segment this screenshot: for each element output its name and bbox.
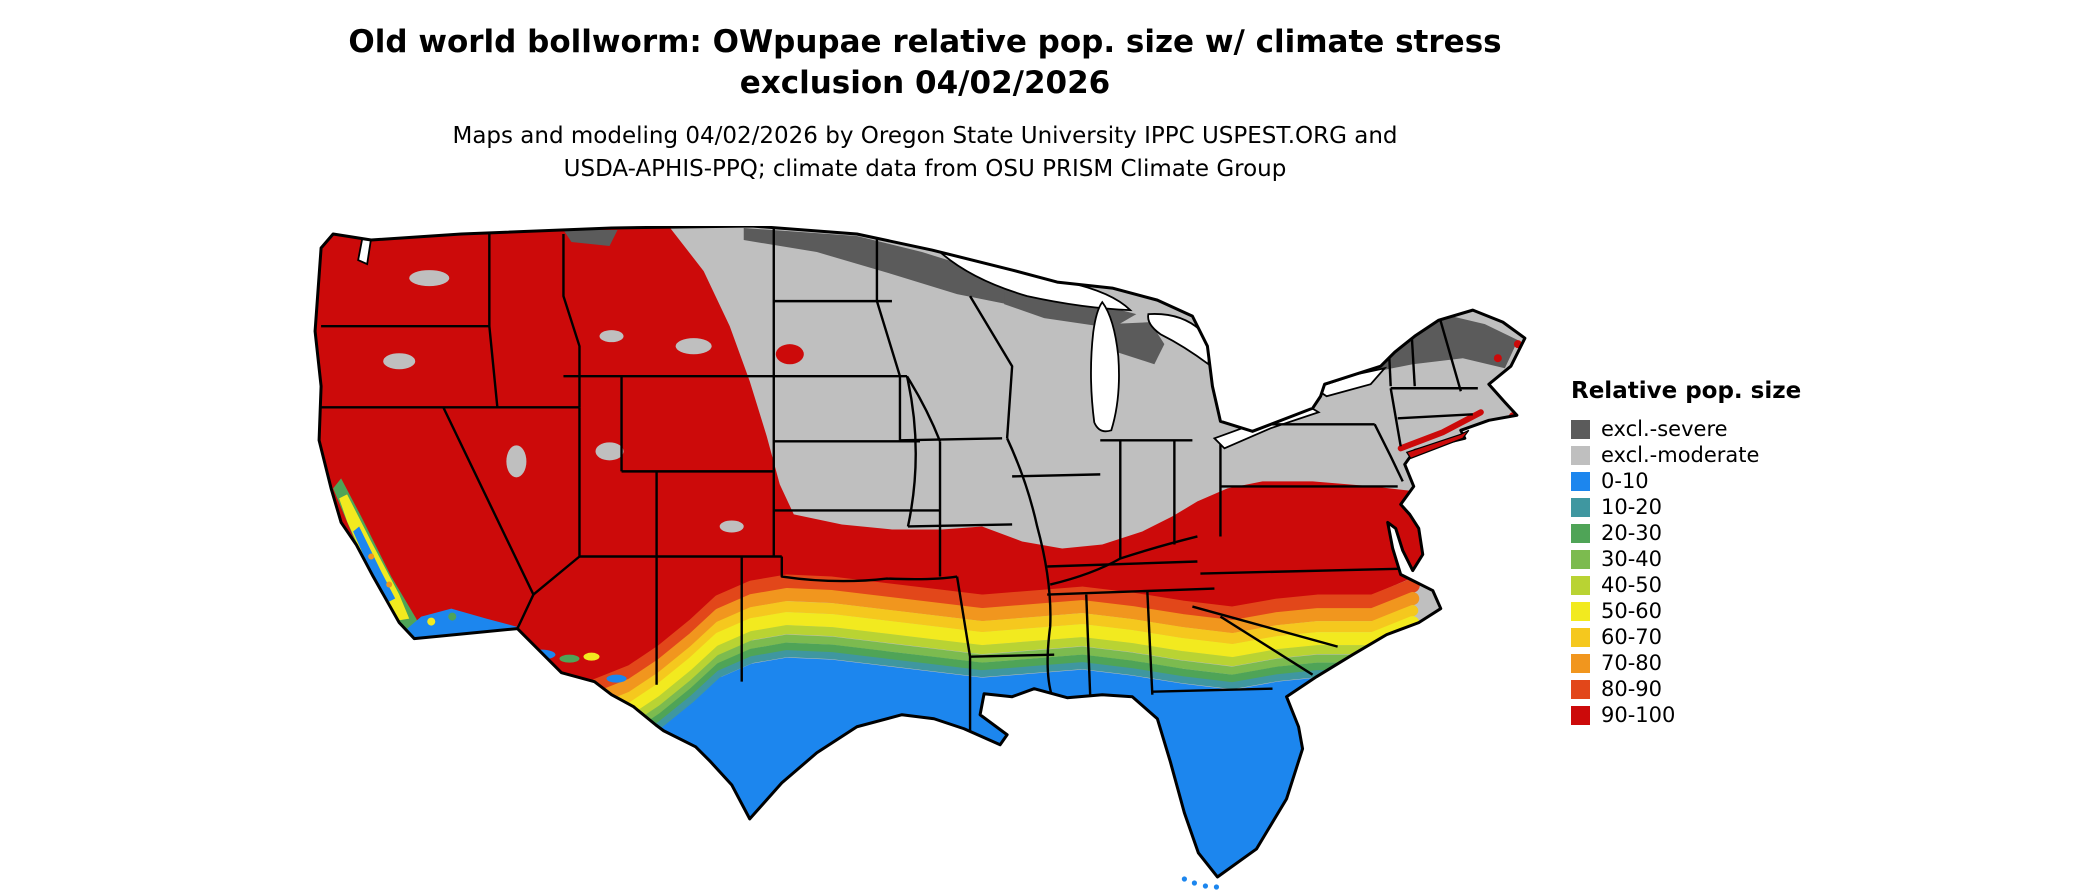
black-hills-red-patch [775,344,804,365]
legend-swatch-0-10 [1571,471,1590,491]
transition-bands [589,574,1420,762]
page-title-line1: Old world bollworm: OWpupae relative pop… [348,24,1502,60]
legend-label: 80-90 [1601,677,1663,701]
legend-item: excl.-severe [1571,416,1891,442]
legend-label: 30-40 [1601,547,1663,571]
legend-item: 70-80 [1571,650,1891,676]
legend-item: 30-40 [1571,546,1891,572]
legend-item: excl.-moderate [1571,442,1891,468]
legend-swatch-excl-moderate [1571,445,1590,465]
band-50-60 [589,612,1420,730]
great-lakes [357,232,1388,450]
page-subtitle: Maps and modeling 04/02/2026 by Oregon S… [0,120,1850,186]
excl-moderate-patches [383,270,744,533]
legend-label: excl.-severe [1601,417,1728,441]
page-title: Old world bollworm: OWpupae relative pop… [0,22,1850,104]
state-boundaries [319,229,1478,733]
legend-label: 10-20 [1601,495,1663,519]
legend-swatch-90-100 [1571,705,1590,725]
legend-item: 90-100 [1571,702,1891,728]
legend-label: 40-50 [1601,573,1663,597]
band-60-70 [590,601,1419,717]
legend-swatch-80-90 [1571,679,1590,699]
legend-item: 50-60 [1571,598,1891,624]
band-40-50 [591,625,1418,739]
page-subtitle-line1: Maps and modeling 04/02/2026 by Oregon S… [452,123,1398,149]
page-subtitle-line2: USDA-APHIS-PPQ; climate data from OSU PR… [563,156,1287,182]
legend-swatch-50-60 [1571,601,1590,621]
legend-item: 40-50 [1571,572,1891,598]
legend-swatch-70-80 [1571,653,1590,673]
region-90-100 [315,226,1435,681]
us-outline [313,224,1527,879]
legend-label: excl.-moderate [1601,443,1760,467]
florida-keys [1181,876,1220,890]
legend-label: 70-80 [1601,651,1663,675]
conus-risk-map [310,224,1542,892]
legend-swatch-excl-severe [1571,419,1590,439]
legend: Relative pop. size excl.-severe excl.-mo… [1571,378,1891,728]
legend-label: 0-10 [1601,469,1649,493]
band-20-30 [592,642,1417,755]
legend-label: 20-30 [1601,521,1663,545]
band-70-80 [589,588,1420,706]
legend-item: 10-20 [1571,494,1891,520]
page-title-line2: exclusion 04/02/2026 [739,65,1111,101]
legend-swatch-10-20 [1571,497,1590,517]
legend-label: 60-70 [1601,625,1663,649]
legend-item: 60-70 [1571,624,1891,650]
conus-map-svg [313,224,1527,890]
legend-item: 0-10 [1571,468,1891,494]
lake-michigan [1090,300,1120,433]
band-80-90 [589,574,1420,693]
legend-item: 20-30 [1571,520,1891,546]
long-island [1405,429,1470,460]
band-10-20 [593,650,1417,762]
legend-swatch-30-40 [1571,549,1590,569]
band-30-40 [592,634,1417,747]
legend-title: Relative pop. size [1571,378,1802,404]
california-valley-detail [333,478,424,637]
legend-swatch-20-30 [1571,523,1590,543]
legend-item: 80-90 [1571,676,1891,702]
legend-swatch-60-70 [1571,627,1590,647]
legend-label: 90-100 [1601,703,1676,727]
legend-label: 50-60 [1601,599,1663,623]
legend-swatch-40-50 [1571,575,1590,595]
